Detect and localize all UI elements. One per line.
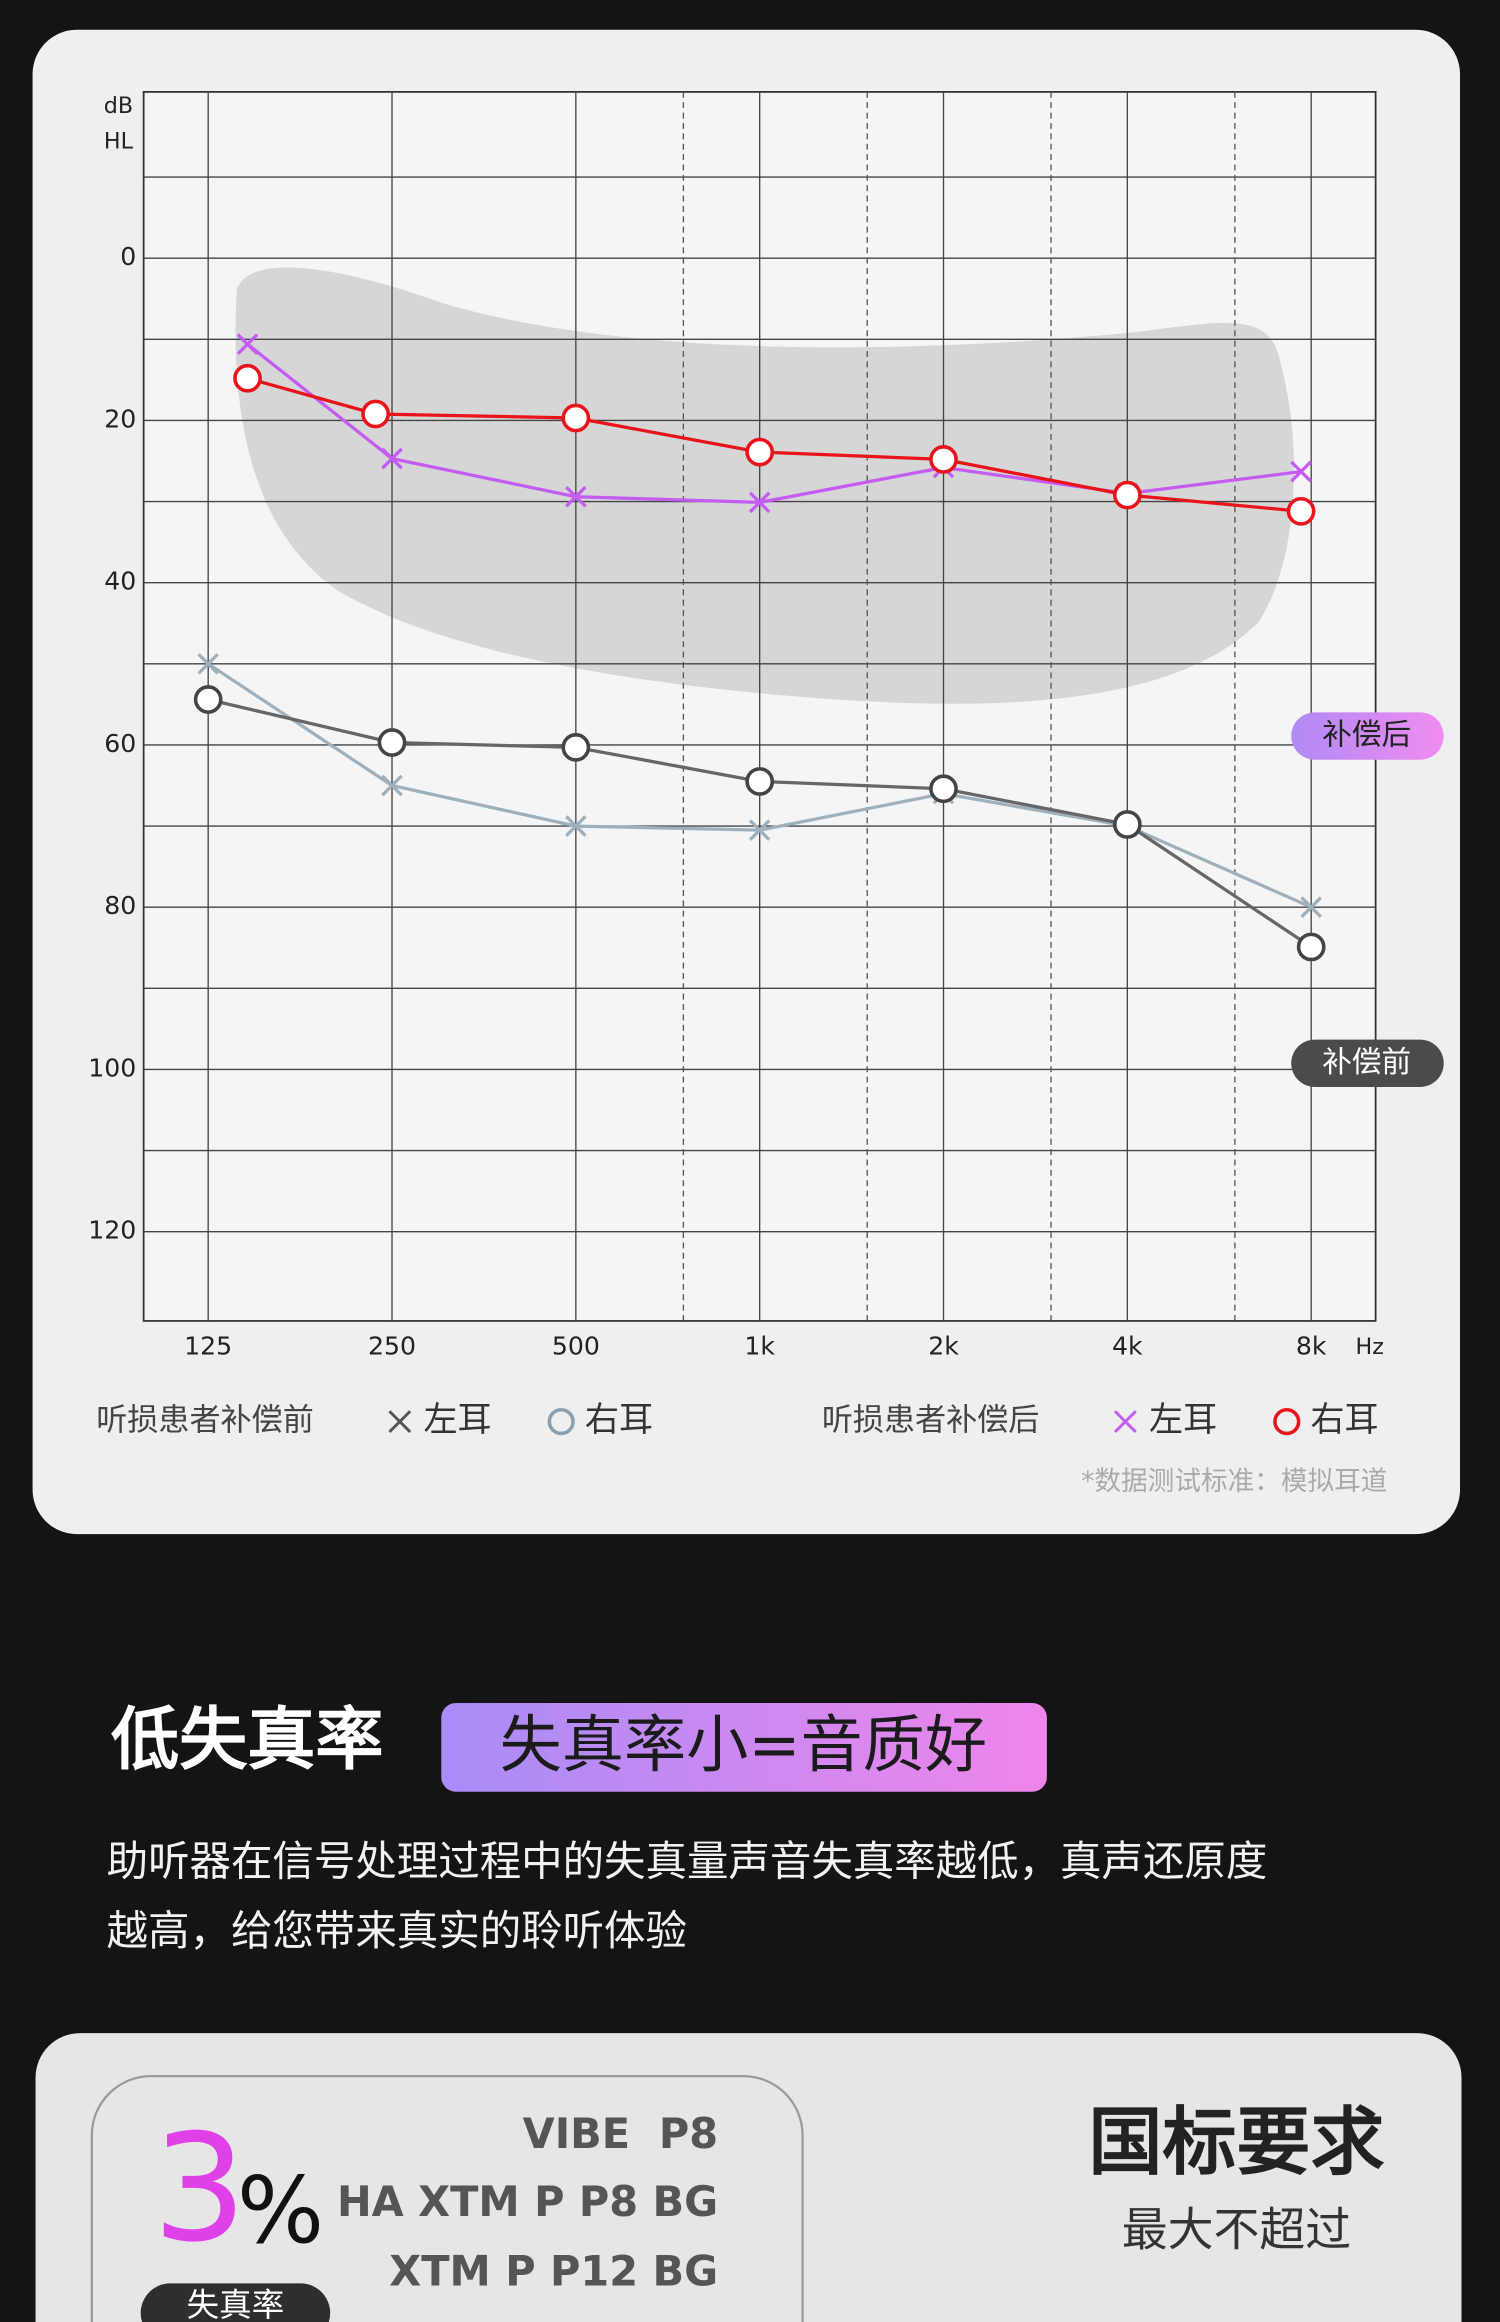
legend-label: 右耳 bbox=[1310, 1400, 1378, 1440]
data-point bbox=[197, 653, 219, 675]
data-point bbox=[1300, 896, 1322, 918]
model: XTM P P12 BG bbox=[389, 2248, 718, 2296]
annotation-pill bbox=[1291, 712, 1444, 760]
normal-range-area bbox=[235, 267, 1295, 704]
data-point bbox=[748, 819, 771, 841]
annotation: 补偿后 bbox=[1322, 718, 1411, 752]
legend-label: 右耳 bbox=[585, 1400, 653, 1440]
x-unit: Hz bbox=[1356, 1334, 1384, 1360]
data-point bbox=[233, 363, 262, 393]
distortion-value: 3 bbox=[153, 2103, 247, 2275]
section-title: 低失真率 bbox=[111, 1701, 383, 1780]
data-point bbox=[929, 774, 958, 804]
series bbox=[193, 685, 1326, 962]
plot bbox=[193, 333, 1326, 962]
data-point bbox=[381, 447, 403, 470]
data-point bbox=[565, 815, 587, 837]
description: 越高，给您带来真实的聆听体验 bbox=[107, 1907, 687, 1955]
annotation-pill bbox=[1291, 1039, 1444, 1087]
standard-subtitle: 最大不超过 bbox=[1122, 2203, 1351, 2257]
y-tick-label: 120 bbox=[88, 1216, 136, 1245]
data-point bbox=[193, 685, 223, 714]
distortion-unit: % bbox=[237, 2157, 324, 2264]
x-tick-label: 500 bbox=[552, 1332, 600, 1361]
standard-title: 国标要求 bbox=[1088, 2100, 1384, 2186]
data-point bbox=[1290, 460, 1312, 483]
data-point bbox=[1112, 810, 1142, 839]
data-point bbox=[1296, 932, 1326, 962]
data-point bbox=[565, 485, 587, 508]
annotation: 补偿前 bbox=[1322, 1045, 1411, 1079]
product-box bbox=[90, 2075, 804, 2322]
y-label: HL bbox=[104, 129, 134, 155]
description: 助听器在信号处理过程中的失真量声音失真率越低，真声还原度 bbox=[107, 1837, 1268, 1885]
data-point bbox=[748, 491, 771, 514]
y-tick-label: 100 bbox=[88, 1053, 136, 1082]
footnote: *数据测试标准：模拟耳道 bbox=[1081, 1466, 1387, 1497]
x-tick-label: 1k bbox=[744, 1332, 775, 1361]
series bbox=[233, 363, 1316, 526]
legend-marker bbox=[1273, 1407, 1301, 1436]
data-point bbox=[361, 399, 390, 429]
legend-marker bbox=[547, 1407, 575, 1436]
data-point bbox=[377, 728, 407, 757]
y-tick-label: 60 bbox=[104, 729, 136, 758]
data-point bbox=[745, 767, 775, 796]
model: VIBE P8 bbox=[523, 2110, 719, 2158]
legend-marker bbox=[1113, 1410, 1137, 1434]
y-tick-label: 20 bbox=[104, 404, 136, 433]
data-point bbox=[561, 733, 591, 762]
badge bbox=[441, 1702, 1047, 1792]
legend-marker bbox=[388, 1410, 412, 1434]
comparison-card bbox=[35, 2033, 1462, 2322]
y-tick-label: 40 bbox=[104, 567, 136, 596]
x-tick-label: 8k bbox=[1296, 1332, 1327, 1361]
data-point bbox=[929, 445, 958, 474]
legend-label: 左耳 bbox=[423, 1400, 491, 1440]
x-tick-label: 4k bbox=[1112, 1332, 1143, 1361]
y-tick-label: 80 bbox=[104, 891, 136, 920]
y-label: dB bbox=[104, 93, 133, 119]
data-point bbox=[745, 437, 775, 467]
y-tick-label: 0 bbox=[120, 242, 136, 271]
label-pill bbox=[140, 2283, 331, 2322]
data-point bbox=[236, 333, 259, 355]
model: HA XTM P P8 BG bbox=[337, 2178, 718, 2226]
badge-text: 失真率小=音质好 bbox=[500, 1708, 987, 1781]
data-point bbox=[381, 774, 403, 797]
data-point bbox=[1112, 480, 1142, 510]
distortion-label: 失真率 bbox=[187, 2286, 285, 2322]
data-point bbox=[561, 403, 591, 433]
legend-group-title: 听损患者补偿前 bbox=[96, 1403, 314, 1439]
x-tick-label: 125 bbox=[184, 1332, 232, 1361]
legend-group-title: 听损患者补偿后 bbox=[822, 1403, 1040, 1439]
x-tick-label: 250 bbox=[368, 1332, 416, 1361]
x-tick-label: 2k bbox=[928, 1332, 959, 1361]
legend-label: 左耳 bbox=[1149, 1400, 1217, 1440]
data-point bbox=[1286, 496, 1316, 526]
